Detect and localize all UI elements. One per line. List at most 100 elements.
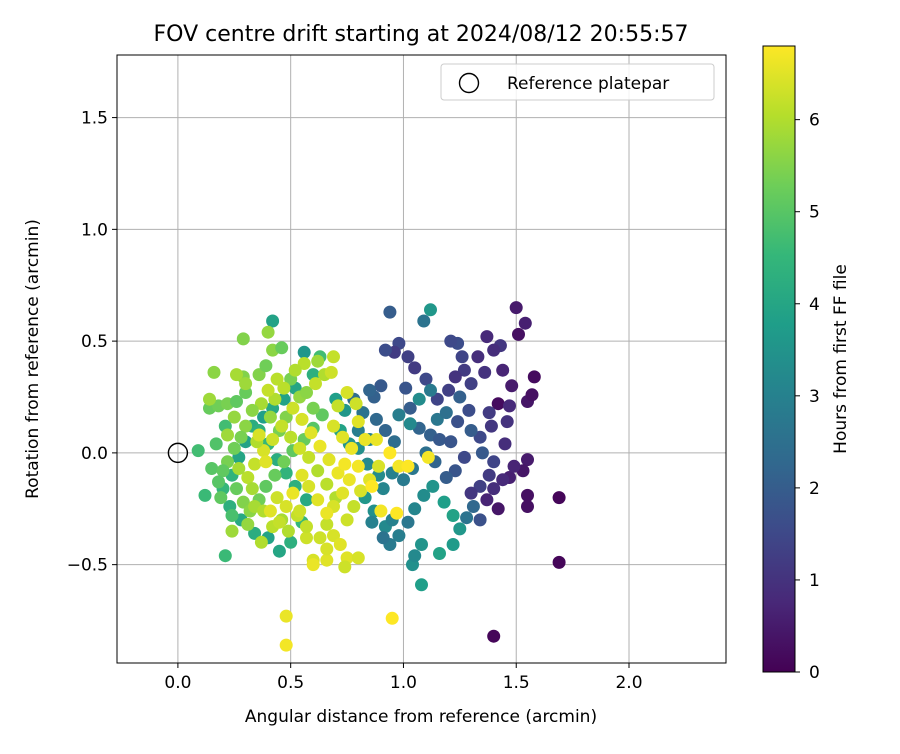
scatter-point [496, 473, 510, 487]
scatter-point [248, 526, 262, 540]
scatter-point [272, 544, 286, 558]
colorbar-tick-label: 4 [809, 295, 820, 315]
scatter-point [521, 488, 534, 502]
scatter-point [227, 441, 241, 455]
colorbar-tick-label: 2 [809, 479, 820, 499]
scatter-point [351, 424, 365, 437]
scatter-point [347, 500, 361, 513]
scatter-point [464, 486, 478, 500]
scatter-point [286, 486, 300, 500]
x-axis-ticks: 0.0 0.5 1.0 1.5 2.0 [164, 663, 643, 693]
scatter-point [300, 520, 313, 534]
scatter-point [209, 437, 223, 451]
scatter-point [218, 549, 232, 563]
scatter-point [234, 430, 248, 444]
scatter-point [340, 386, 354, 399]
scatter-point [374, 504, 388, 518]
scatter-point [482, 406, 496, 420]
y-tick-label: 0.0 [81, 444, 108, 464]
scatter-point [270, 372, 284, 386]
scatter-point [275, 419, 289, 433]
scatter-point [509, 301, 523, 315]
scatter-point [284, 535, 298, 549]
scatter-point [300, 386, 313, 399]
scatter-point [241, 471, 255, 484]
scatter-point [433, 547, 446, 560]
scatter-point [487, 455, 501, 469]
scatter-point [457, 450, 471, 464]
grid [117, 55, 726, 663]
scatter-point [521, 500, 534, 513]
scatter-point [338, 560, 352, 574]
scatter-point [241, 517, 255, 531]
scatter-point [466, 500, 480, 513]
scatter-point [385, 611, 399, 625]
y-tick-label: 0.5 [81, 332, 108, 352]
scatter-point [333, 538, 347, 551]
scatter-point [397, 473, 410, 487]
scatter-point [331, 399, 345, 413]
scatter-point [401, 515, 415, 529]
scatter-point [272, 515, 286, 529]
scatter-point [392, 408, 406, 422]
scatter-point [453, 390, 467, 404]
scatter-point [309, 377, 322, 391]
scatter-point [239, 419, 253, 433]
scatter-point [460, 511, 474, 525]
scatter-point [446, 509, 460, 522]
scatter-point [421, 450, 435, 464]
scatter-point [430, 412, 444, 426]
scatter-point [491, 502, 505, 516]
scatter-point [300, 531, 313, 545]
scatter-point [503, 399, 516, 413]
scatter-point [245, 403, 259, 417]
scatter-point [498, 437, 512, 451]
scatter-point [275, 341, 289, 355]
scatter-point [266, 433, 280, 446]
scatter-point [478, 365, 492, 379]
colorbar-tick-label: 5 [809, 203, 820, 223]
scatter-point [225, 509, 239, 522]
scatter-point [387, 435, 401, 449]
scatter-point [383, 305, 397, 319]
scatter-point [512, 327, 525, 341]
scatter-point [254, 535, 268, 549]
scatter-point [507, 459, 521, 473]
scatter-point [444, 435, 458, 449]
scatter-point [444, 334, 458, 348]
scatter-point [491, 397, 505, 411]
scatter-point [552, 491, 566, 505]
scatter-point [439, 471, 453, 484]
scatter-point [306, 558, 320, 572]
scatter-point [408, 502, 422, 516]
scatter-point [487, 629, 501, 643]
scatter-point [500, 415, 514, 429]
x-tick-label: 0.5 [277, 673, 304, 693]
scatter-point [446, 538, 460, 551]
scatter-point [230, 368, 243, 382]
scatter-point [198, 488, 212, 502]
scatter-points [191, 301, 566, 652]
scatter-point [457, 363, 471, 377]
scatter-point [351, 459, 365, 473]
scatter-point [313, 531, 327, 545]
scatter-point [277, 392, 291, 406]
scatter-point [295, 468, 309, 482]
scatter-point [351, 551, 365, 565]
scatter-point [230, 482, 243, 496]
scatter-point [340, 513, 354, 527]
y-tick-label: 1.5 [81, 109, 108, 129]
scatter-point [216, 464, 230, 478]
scatter-point [401, 350, 415, 364]
scatter-point [324, 365, 338, 379]
scatter-point [266, 314, 280, 328]
scatter-point [430, 392, 444, 406]
scatter-point [505, 379, 519, 393]
scatter-point [376, 531, 390, 545]
scatter-point [320, 517, 334, 531]
scatter-point [239, 377, 253, 391]
scatter-point [482, 468, 496, 482]
x-tick-label: 1.5 [503, 673, 530, 693]
scatter-point [487, 343, 501, 357]
scatter-point [455, 350, 469, 364]
